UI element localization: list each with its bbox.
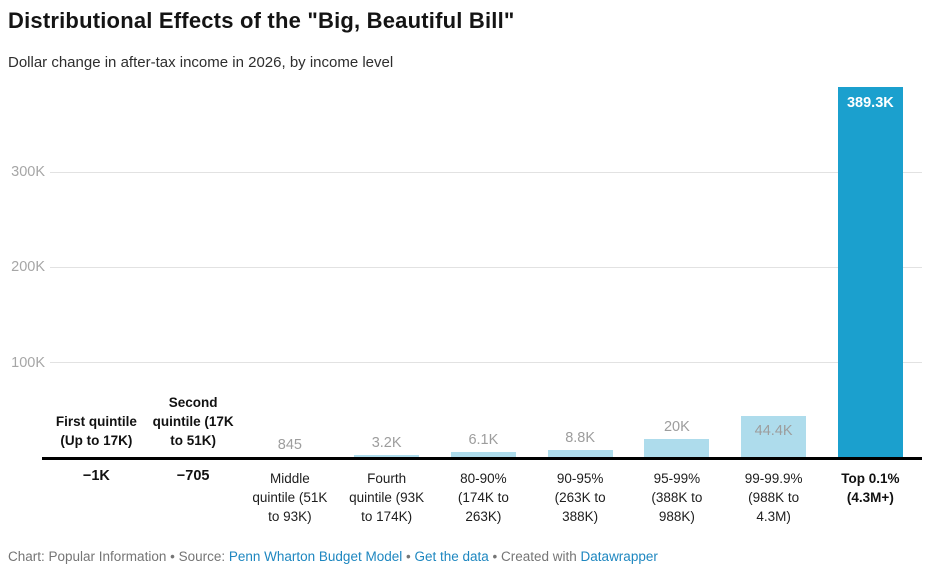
- chart-title: Distributional Effects of the "Big, Beau…: [8, 8, 515, 33]
- value-label-5: 6.1K: [468, 432, 499, 449]
- bar-8[interactable]: [741, 415, 807, 458]
- category-label-line: 99-99.9%: [744, 471, 803, 486]
- footer-source-label: Source:: [178, 549, 229, 564]
- category-label-line: 263K): [465, 509, 502, 524]
- datawrapper-link[interactable]: Datawrapper: [580, 549, 658, 564]
- source-link[interactable]: Penn Wharton Budget Model: [228, 549, 403, 564]
- category-label-line: to 174K): [361, 509, 413, 524]
- bar-6[interactable]: [547, 449, 613, 458]
- chart-footer: Chart: Popular Information • Source: Pen…: [8, 549, 918, 564]
- category-label-8: 99-99.9% (988K to 4.3M): [719, 469, 829, 526]
- y-gridline-300K: [50, 171, 922, 173]
- value-label-7: 20K: [663, 418, 690, 435]
- category-label-4: Fourth quintile (93K to 174K): [332, 469, 442, 526]
- category-label-line: 4.3M): [756, 509, 791, 524]
- category-label-7: 95-99% (388K to 988K): [622, 469, 732, 526]
- category-label-5: 80-90% (174K to 263K): [428, 469, 538, 526]
- bar-7[interactable]: [644, 438, 710, 458]
- value-label-6: 8.8K: [565, 429, 596, 446]
- footer-separator-2: •: [402, 549, 415, 564]
- value-label-3: 845: [277, 437, 302, 454]
- value-label-4: 3.2K: [371, 434, 402, 451]
- footer-chart-label: Chart:: [8, 549, 49, 564]
- category-label-line: (Up to 17K): [60, 433, 133, 448]
- category-label-line: quintile (93K: [349, 490, 425, 505]
- value-label-8: 44.4K: [754, 422, 793, 439]
- category-label-line: to 93K): [268, 509, 312, 524]
- category-label-line: 988K): [658, 509, 695, 524]
- y-gridline-100K: [50, 362, 922, 364]
- category-label-line: 90-95%: [556, 471, 604, 486]
- category-label-line: 95-99%: [653, 471, 701, 486]
- category-label-line: Middle: [269, 471, 310, 486]
- category-label-line: quintile (51K: [252, 490, 328, 505]
- y-gridline-200K: [50, 266, 922, 268]
- category-label-line: 80-90%: [460, 471, 507, 486]
- category-label-line: Top 0.1%: [841, 471, 900, 486]
- footer-chart-credit: Popular Information: [48, 549, 167, 564]
- category-label-line: Fourth: [367, 471, 407, 486]
- category-label-2: Second quintile (17K to 51K): [138, 393, 248, 450]
- category-label-9: Top 0.1% (4.3M+): [815, 469, 925, 507]
- bar-9[interactable]: [837, 86, 903, 458]
- category-label-1: First quintile (Up to 17K): [41, 412, 151, 450]
- category-label-line: (388K to: [651, 490, 703, 505]
- x-axis-line: [42, 456, 922, 460]
- category-label-3: Middle quintile (51K to 93K): [235, 469, 345, 526]
- category-label-line: First quintile: [55, 414, 137, 429]
- value-label-2: −705: [176, 468, 210, 484]
- y-tick-label-200K: 200K: [11, 259, 45, 276]
- bar-5[interactable]: [450, 452, 516, 458]
- bar-4[interactable]: [354, 454, 420, 458]
- category-label-line: (174K to: [457, 490, 509, 505]
- category-label-line: quintile (17K: [152, 414, 234, 429]
- chart-subtitle: Dollar change in after-tax income in 202…: [8, 54, 394, 71]
- category-label-line: to 51K): [170, 433, 216, 448]
- value-label-1: −1K: [82, 468, 110, 484]
- get-data-link[interactable]: Get the data: [414, 549, 489, 564]
- category-label-line: (263K to: [554, 490, 606, 505]
- footer-separator-1: •: [166, 549, 179, 564]
- y-tick-label-100K: 100K: [11, 354, 45, 371]
- footer-created-label: Created with: [501, 549, 581, 564]
- category-label-line: 388K): [562, 509, 599, 524]
- category-label-line: (988K to: [748, 490, 800, 505]
- footer-separator-3: •: [488, 549, 501, 564]
- category-label-6: 90-95% (263K to 388K): [525, 469, 635, 526]
- value-label-9: 389.3K: [846, 94, 894, 111]
- category-label-line: Second: [168, 395, 218, 410]
- category-label-line: (4.3M+): [846, 490, 894, 505]
- y-tick-label-300K: 300K: [11, 164, 45, 181]
